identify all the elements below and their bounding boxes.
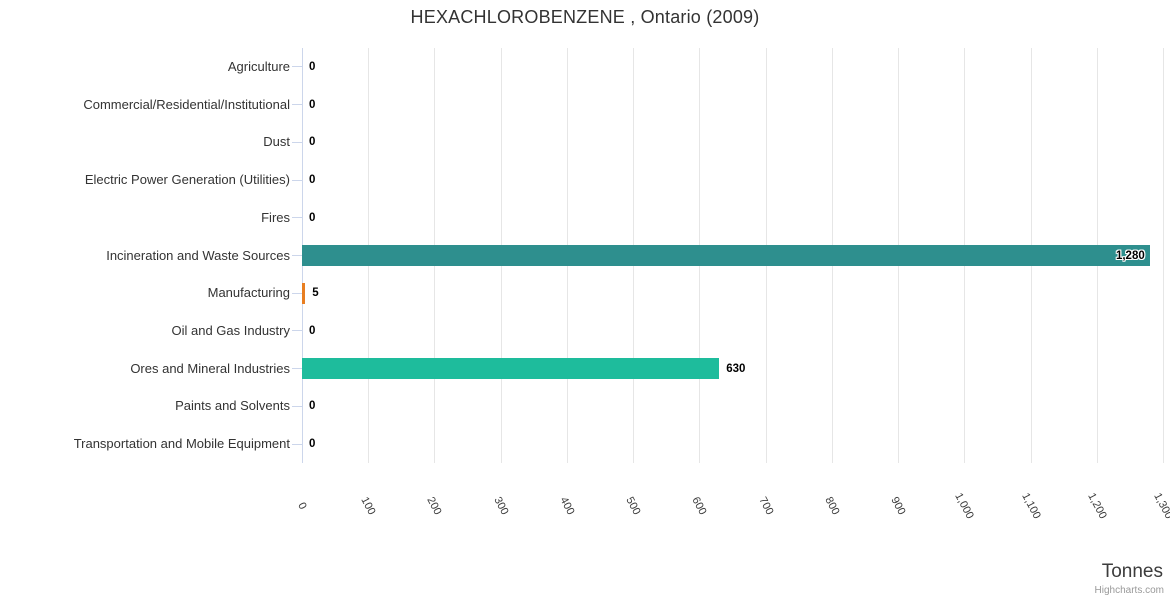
data-label: 0	[309, 174, 316, 187]
category-label: Ores and Mineral Industries	[130, 360, 290, 376]
category-axis-tick	[292, 66, 302, 68]
category-axis-tick	[292, 104, 302, 106]
category-label: Transportation and Mobile Equipment	[73, 436, 290, 452]
value-axis-tick-label: 1,000	[952, 491, 977, 521]
category-axis-tick	[292, 179, 302, 181]
value-axis-tick-label: 100	[358, 495, 378, 517]
data-label: 0	[309, 136, 316, 149]
bar[interactable]	[302, 358, 720, 380]
bar[interactable]	[302, 245, 1150, 266]
category-axis-tick	[292, 405, 302, 407]
category-label: Paints and Solvents	[175, 398, 290, 414]
category-label: Incineration and Waste Sources	[106, 247, 290, 263]
value-axis-tick-label: 200	[424, 495, 445, 517]
category-axis-tick	[292, 292, 302, 294]
category-axis-tick	[292, 217, 302, 219]
category-axis-tick	[292, 141, 302, 143]
data-label: 630	[726, 362, 746, 375]
data-label: 0	[309, 324, 316, 337]
category-label: Fires	[261, 209, 290, 225]
value-axis-tick-label: 300	[491, 495, 511, 517]
category-label: Manufacturing	[207, 285, 290, 301]
data-label: 0	[309, 400, 316, 413]
value-axis-tick-label: 600	[689, 495, 709, 517]
category-label: Oil and Gas Industry	[171, 322, 291, 338]
category-label: Agriculture	[227, 58, 290, 74]
gridline	[1163, 48, 1164, 463]
value-axis-tick-label: 1,100	[1018, 491, 1043, 521]
value-axis-tick-label: 700	[756, 495, 776, 517]
category-axis-tick	[292, 330, 302, 332]
data-label: 0	[309, 98, 316, 111]
category-axis-tick	[292, 368, 302, 370]
category-label: Commercial/Residential/Institutional	[83, 96, 290, 112]
highcharts-credit-link[interactable]: Highcharts.com	[1094, 585, 1164, 596]
category-label: Dust	[263, 134, 290, 150]
value-axis-tick-label: 800	[822, 495, 842, 517]
value-axis-tick-label: 900	[888, 495, 908, 517]
value-axis-tick-label: 1,200	[1085, 491, 1109, 521]
data-label: 0	[309, 211, 316, 224]
data-label: 0	[309, 438, 316, 451]
value-axis-tick-label: 400	[557, 495, 577, 517]
value-axis-tick-label: 1,300	[1151, 491, 1170, 521]
data-label: 5	[312, 287, 319, 300]
bar[interactable]	[302, 282, 306, 304]
value-axis-tick-label: 500	[623, 495, 643, 517]
category-axis-tick	[292, 443, 302, 445]
category-axis-tick	[292, 255, 302, 256]
value-axis-tick-label: 0	[295, 500, 309, 512]
value-axis-title: Tonnes	[1101, 561, 1163, 582]
category-label: Electric Power Generation (Utilities)	[84, 172, 290, 188]
data-label: 1,280	[1115, 249, 1145, 262]
chart-title: HEXACHLOROBENZENE , Ontario (2009)	[410, 7, 760, 27]
data-label: 0	[309, 60, 316, 73]
